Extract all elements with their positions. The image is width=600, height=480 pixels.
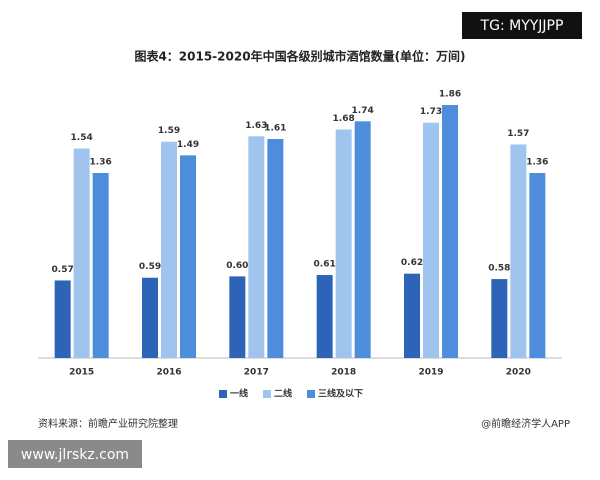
bar — [491, 279, 508, 358]
value-label: 1.36 — [90, 158, 112, 168]
legend-swatch — [307, 390, 315, 398]
x-tick-label: 2020 — [506, 368, 531, 378]
value-label: 0.59 — [139, 262, 161, 272]
value-label: 1.73 — [420, 107, 442, 117]
bar — [354, 121, 371, 359]
value-label: 1.86 — [439, 90, 461, 100]
legend-label: 一线 — [230, 388, 248, 400]
bar — [529, 173, 546, 358]
value-label: 1.74 — [352, 106, 374, 116]
value-label: 0.60 — [226, 261, 248, 271]
bar — [73, 148, 90, 358]
x-tick-label: 2015 — [69, 368, 94, 378]
watermark-box — [8, 440, 142, 468]
bar — [54, 280, 71, 358]
watermark: www.jlrskz.com — [21, 447, 129, 463]
bar — [442, 105, 458, 358]
bar — [248, 136, 265, 358]
legend-label: 二线 — [274, 388, 292, 400]
bar — [180, 155, 196, 358]
value-label: 1.54 — [71, 133, 93, 143]
value-label: 1.57 — [507, 129, 529, 139]
bar — [229, 276, 246, 358]
x-tick-label: 2018 — [331, 368, 356, 378]
value-label: 0.62 — [401, 258, 423, 268]
credit: @前瞻经济学人APP — [481, 417, 570, 430]
legend-label: 三线及以下 — [318, 388, 363, 400]
value-label: 0.61 — [314, 260, 336, 270]
legend-swatch — [219, 390, 227, 398]
bar — [510, 144, 527, 358]
value-label: 1.68 — [333, 114, 355, 124]
x-tick-label: 2017 — [244, 368, 269, 378]
bar — [267, 139, 284, 358]
watermark-box — [462, 12, 582, 39]
value-label: 1.36 — [526, 158, 548, 168]
value-label: 0.57 — [52, 265, 74, 275]
legend-swatch — [263, 390, 271, 398]
source: 资料来源：前瞻产业研究院整理 — [38, 417, 178, 430]
value-label: 1.49 — [177, 140, 199, 150]
value-label: 1.61 — [264, 124, 286, 134]
bar — [423, 122, 439, 358]
bar — [404, 273, 420, 358]
value-label: 0.58 — [488, 264, 510, 274]
value-label: 1.63 — [245, 121, 267, 131]
bar — [161, 141, 177, 358]
x-tick-label: 2016 — [156, 368, 181, 378]
watermark: TG: MYYJJPP — [480, 18, 564, 34]
x-tick-label: 2019 — [418, 368, 443, 378]
value-label: 1.59 — [158, 126, 180, 136]
bar — [335, 129, 352, 358]
bar — [316, 275, 333, 358]
bar — [92, 173, 109, 358]
bar — [142, 277, 158, 358]
chart-title: 图表4：2015-2020年中国各级别城市酒馆数量(单位：万间) — [134, 49, 465, 64]
